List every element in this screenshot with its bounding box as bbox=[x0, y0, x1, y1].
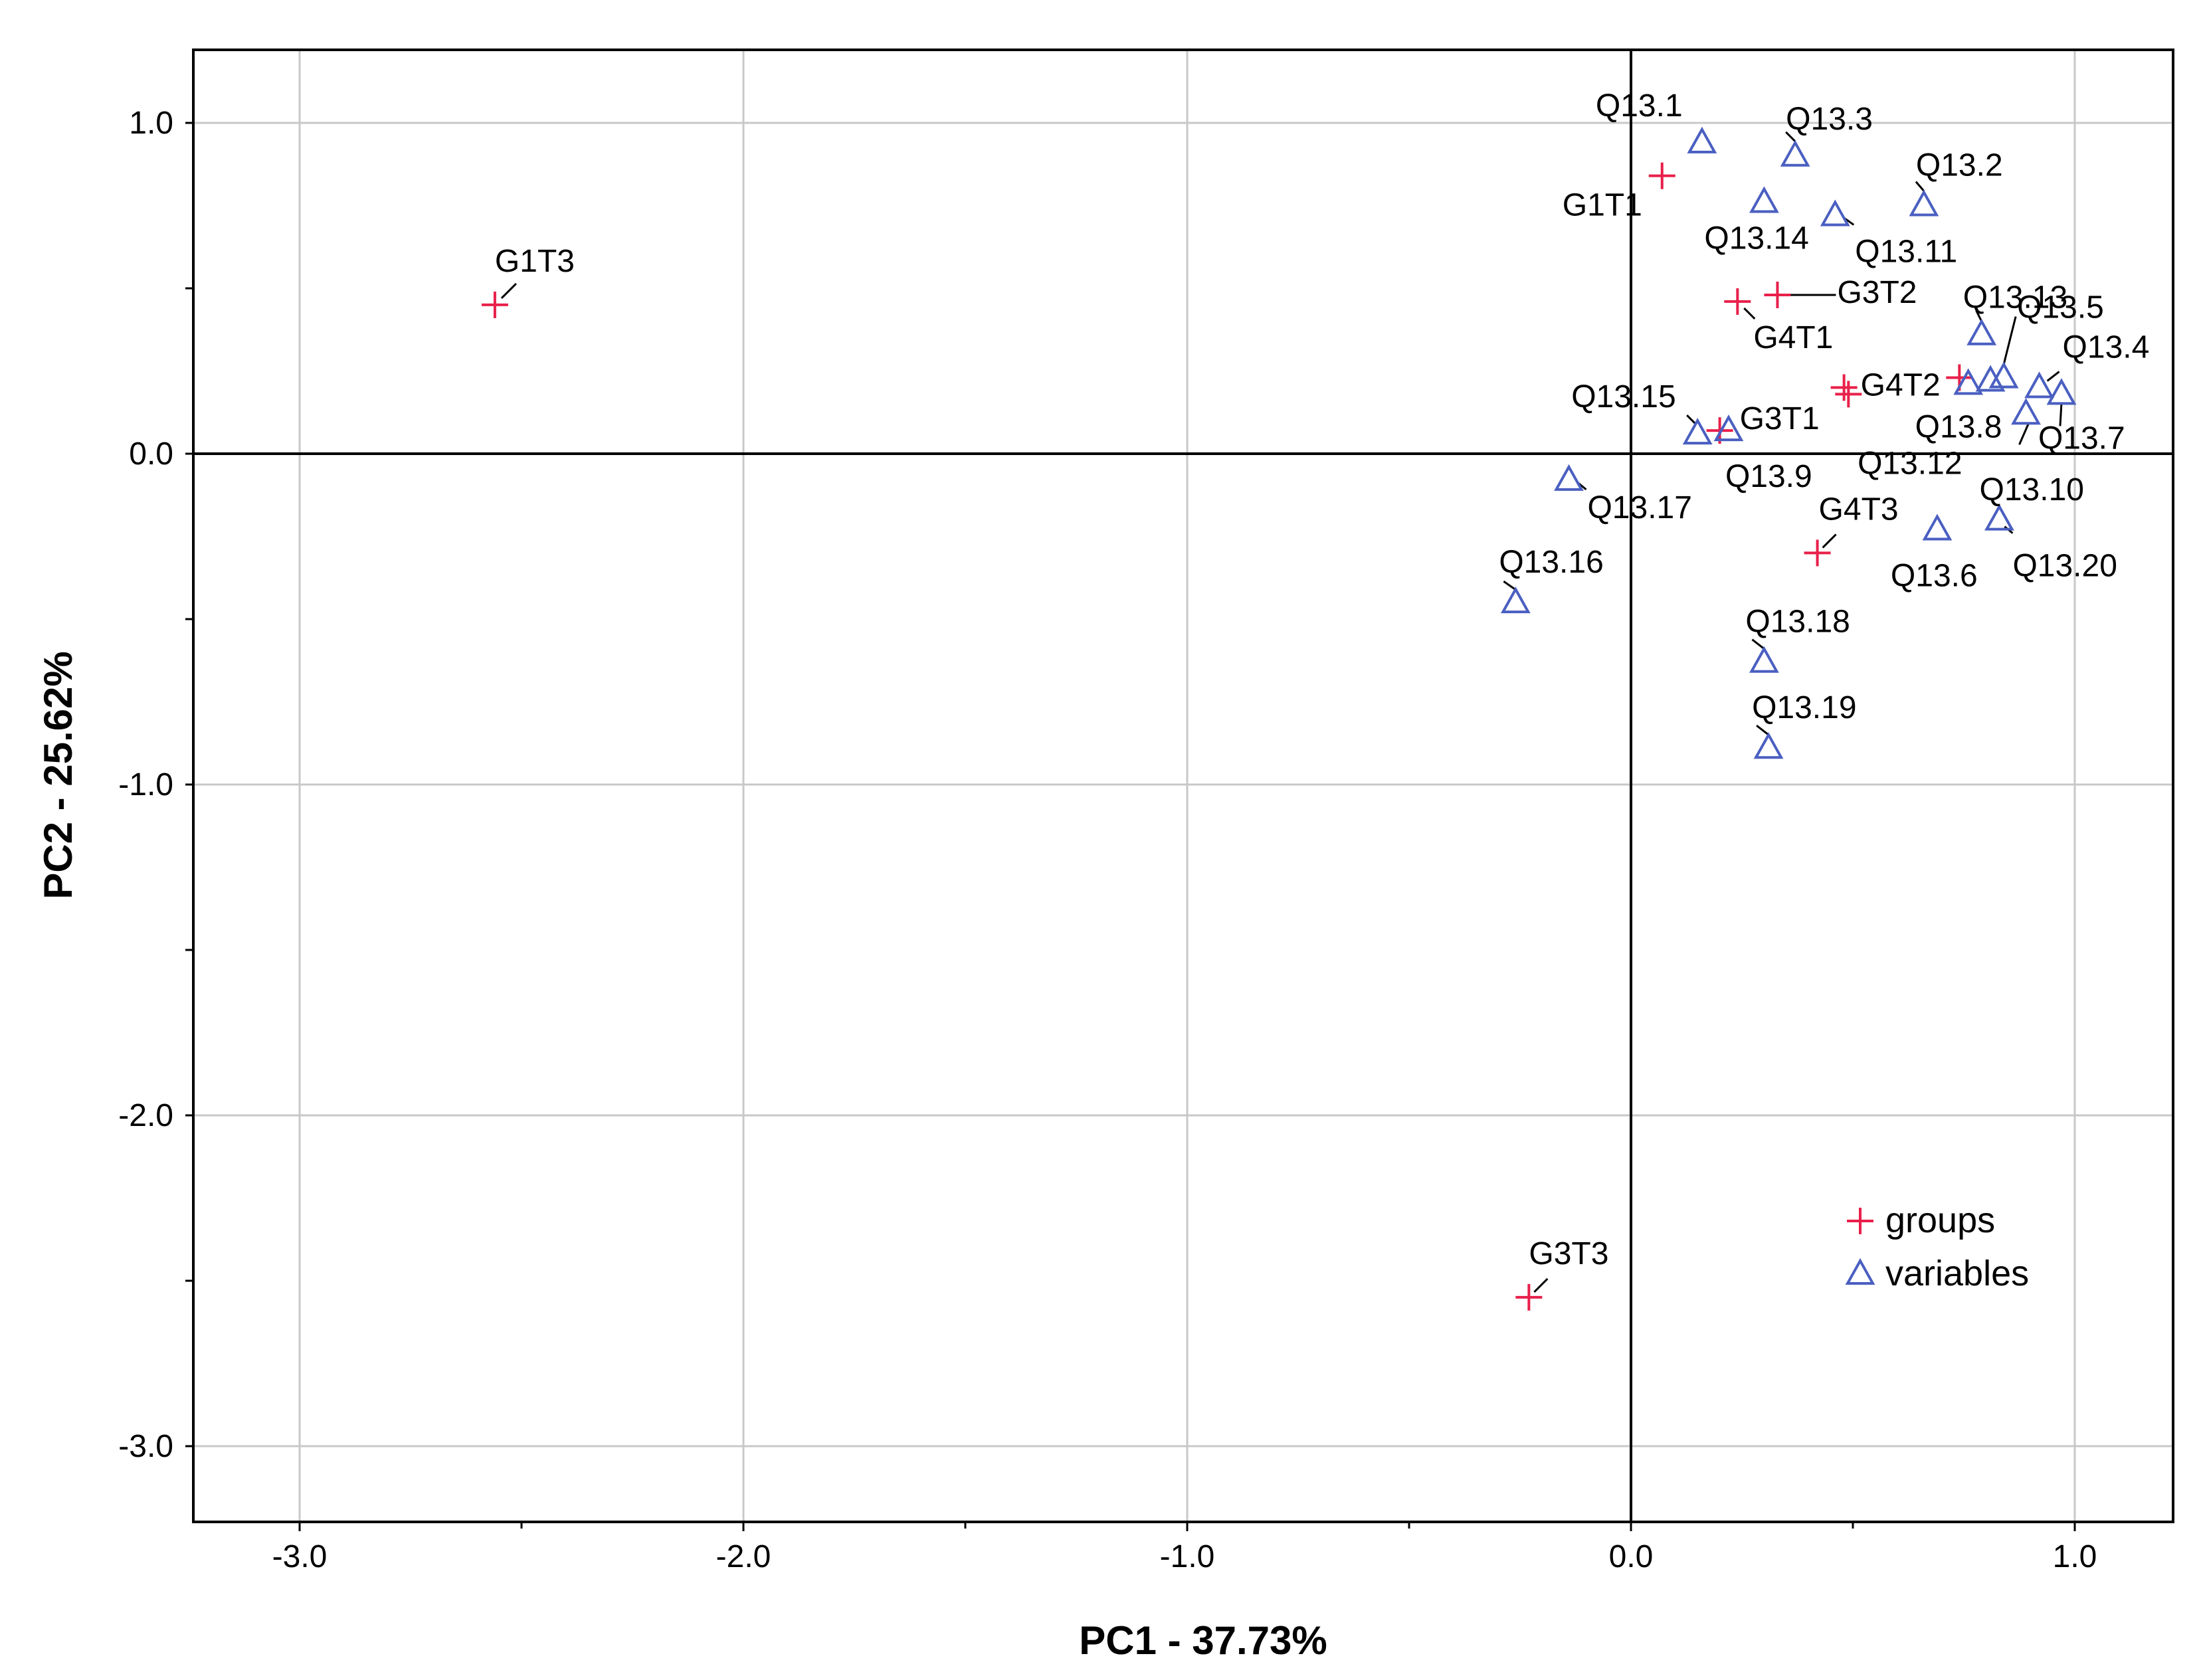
point-label: G3T3 bbox=[1529, 1236, 1608, 1271]
leader-line bbox=[1822, 533, 1837, 549]
point-label: G4T1 bbox=[1753, 320, 1833, 355]
leader-line bbox=[1785, 131, 1796, 142]
grid bbox=[193, 50, 2173, 1522]
point-label: Q13.10 bbox=[1980, 472, 2084, 508]
leader-line bbox=[1533, 1277, 1549, 1293]
point-label: Q13.9 bbox=[1725, 459, 1812, 494]
leader-line bbox=[2002, 316, 2017, 365]
group-point-marker bbox=[1515, 1283, 1543, 1311]
point-markers bbox=[481, 126, 2077, 1311]
point-label: Q13.8 bbox=[1915, 409, 2002, 444]
group-point-marker bbox=[1724, 288, 1751, 315]
point-label: G4T3 bbox=[1819, 492, 1899, 527]
point-label: G3T1 bbox=[1740, 401, 1820, 436]
leader-line bbox=[1686, 415, 1696, 424]
point-label: G3T2 bbox=[1837, 275, 1917, 310]
point-label: Q13.15 bbox=[1571, 379, 1675, 415]
label-leader-lines bbox=[500, 131, 2063, 1293]
point-label: Q13.19 bbox=[1752, 690, 1856, 725]
variable-point-marker bbox=[1749, 646, 1779, 673]
legend-triangle-marker bbox=[1845, 1258, 1875, 1285]
axis-ticks: -3.0 -2.0 -1.0 0.0 1.0 1.0 0.0 -1.0 -2.0 -3.0 bbox=[118, 106, 2097, 1574]
leader-line bbox=[1756, 725, 1770, 736]
legend-plus-marker bbox=[1847, 1208, 1873, 1234]
leader-line bbox=[1915, 181, 1925, 192]
group-point-marker bbox=[1835, 381, 1862, 408]
x-tick-label: -2.0 bbox=[716, 1539, 771, 1574]
point-label: Q13.6 bbox=[1891, 559, 1978, 594]
point-label: G1T3 bbox=[495, 244, 575, 279]
variable-point-marker bbox=[1984, 504, 2014, 531]
variable-point-marker bbox=[1554, 464, 1584, 491]
variable-point-marker bbox=[1687, 126, 1717, 153]
legend-groups-label: groups bbox=[1885, 1200, 1995, 1240]
point-label: Q13.13 bbox=[1963, 280, 2067, 316]
point-label: Q13.16 bbox=[1499, 545, 1603, 580]
y-tick-label: -2.0 bbox=[118, 1098, 173, 1133]
leader-line bbox=[2046, 371, 2060, 382]
variable-point-marker bbox=[1753, 732, 1784, 759]
point-label: Q13.3 bbox=[1786, 102, 1873, 137]
y-axis-title: PC2 - 25.62% bbox=[36, 651, 80, 899]
leader-line bbox=[2018, 422, 2030, 445]
reference-lines bbox=[193, 50, 2173, 1522]
point-label: Q13.7 bbox=[2038, 420, 2125, 456]
variable-point-marker bbox=[1966, 318, 1997, 345]
legend: groups variables bbox=[1845, 1200, 2029, 1293]
variable-point-marker bbox=[1500, 587, 1531, 614]
point-label: Q13.2 bbox=[1916, 148, 2003, 183]
group-point-marker bbox=[481, 291, 508, 318]
point-label: G4T2 bbox=[1861, 367, 1941, 403]
leader-line bbox=[1743, 307, 1756, 320]
point-label: Q13.5 bbox=[2017, 290, 2104, 325]
variable-point-marker bbox=[1922, 513, 1953, 541]
y-tick-label: -1.0 bbox=[118, 767, 173, 802]
x-axis-title: PC1 - 37.73% bbox=[1079, 1618, 1327, 1663]
point-label: Q13.4 bbox=[2063, 329, 2150, 365]
x-tick-label: -3.0 bbox=[272, 1539, 328, 1574]
group-point-marker bbox=[1830, 374, 1858, 401]
x-tick-label: 1.0 bbox=[2053, 1539, 2097, 1574]
point-label: Q13.14 bbox=[1704, 221, 1808, 256]
leader-line bbox=[1751, 638, 1765, 650]
point-label: Q13.20 bbox=[2012, 549, 2117, 584]
leader-line bbox=[1975, 310, 1983, 322]
point-label: Q13.1 bbox=[1596, 88, 1683, 124]
group-point-marker bbox=[1648, 162, 1675, 189]
variable-point-marker bbox=[1909, 189, 1939, 217]
point-label: Q13.17 bbox=[1587, 490, 1691, 525]
y-tick-label: 1.0 bbox=[129, 106, 173, 141]
legend-variables-marker bbox=[1845, 1258, 1875, 1285]
group-point-marker bbox=[1764, 281, 1791, 308]
variable-point-marker bbox=[1975, 365, 2006, 392]
point-label: Q13.18 bbox=[1745, 605, 1850, 640]
variable-point-marker bbox=[1953, 368, 1984, 395]
variable-point-marker bbox=[1749, 186, 1779, 213]
group-point-marker bbox=[1804, 539, 1831, 567]
leader-line bbox=[500, 282, 517, 299]
variable-point-marker bbox=[2011, 398, 2041, 425]
leader-line bbox=[2059, 403, 2063, 426]
variable-point-marker bbox=[2046, 378, 2077, 405]
x-tick-label: -1.0 bbox=[1160, 1539, 1215, 1574]
variable-point-marker bbox=[1780, 140, 1810, 167]
point-label: G1T1 bbox=[1563, 188, 1642, 223]
plot-frame bbox=[192, 48, 2174, 1523]
y-tick-label: -3.0 bbox=[118, 1429, 173, 1464]
point-label: Q13.12 bbox=[1858, 446, 1962, 481]
variable-point-marker bbox=[1820, 199, 1850, 227]
variable-point-marker bbox=[2024, 371, 2054, 399]
y-tick-label: 0.0 bbox=[129, 436, 173, 472]
x-tick-label: 0.0 bbox=[1609, 1539, 1654, 1574]
variable-point-marker bbox=[1988, 361, 2019, 389]
point-label: Q13.11 bbox=[1855, 234, 1957, 269]
variable-point-marker bbox=[1682, 418, 1713, 445]
legend-variables-label: variables bbox=[1885, 1254, 2029, 1293]
variable-point-marker bbox=[1713, 415, 1744, 442]
legend-groups-marker bbox=[1847, 1208, 1873, 1234]
